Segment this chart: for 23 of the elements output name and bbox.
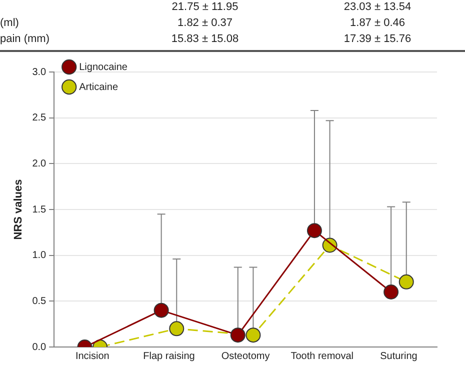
legend-label: Articaine: [79, 82, 118, 93]
text: 15.83 ± 15.08: [170, 32, 240, 47]
x-tick-label: Suturing: [380, 350, 418, 362]
x-tick-label: Flap raising: [143, 350, 195, 362]
y-tick-label: 0.0: [32, 342, 47, 353]
y-tick-label: 2.5: [32, 112, 47, 124]
legend-label: Lignocaine: [79, 62, 128, 73]
y-axis-title: NRS values: [12, 179, 25, 240]
text: 23.03 ± 13.54: [342, 0, 412, 15]
text: pain (mm): [0, 32, 51, 47]
x-tick-label: Osteotomy: [221, 350, 270, 362]
text: 17.39 ± 15.76: [342, 32, 412, 47]
y-tick-label: 2.0: [32, 158, 47, 170]
text: (ml): [0, 16, 20, 31]
text: 1.82 ± 0.37: [176, 16, 234, 31]
text: 1.87 ± 0.46: [349, 16, 406, 31]
x-tick-label: Tooth removal: [290, 350, 354, 362]
x-tick-label: Incision: [75, 350, 110, 362]
y-tick-label: 1.0: [32, 250, 47, 262]
y-tick-label: 3.0: [32, 66, 47, 78]
y-tick-label: 1.5: [32, 204, 47, 216]
text: 21.75 ± 11.95: [170, 0, 240, 15]
y-tick-label: 0.5: [32, 296, 47, 307]
